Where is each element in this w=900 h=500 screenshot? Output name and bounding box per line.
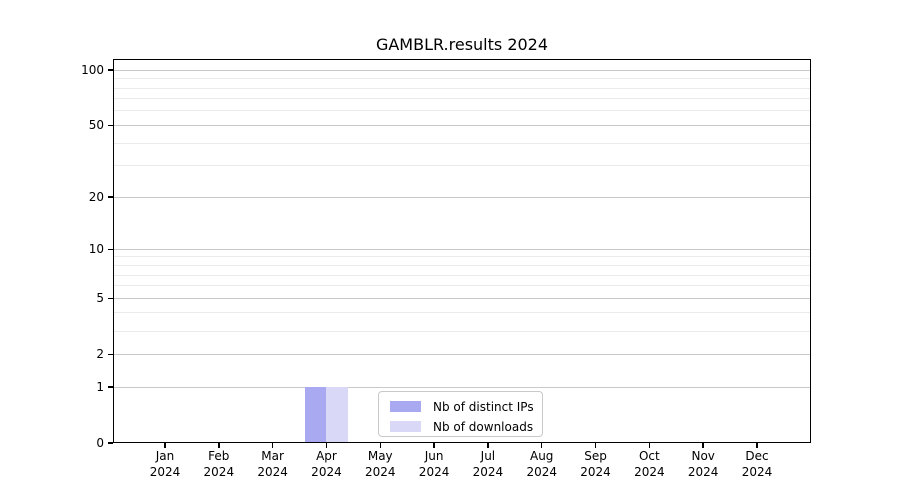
x-tick-label: Mar 2024	[257, 449, 288, 479]
x-tick-mark	[756, 443, 758, 448]
y-gridline-minor	[113, 285, 811, 287]
y-gridline-minor	[113, 78, 811, 80]
y-gridline-minor	[113, 274, 811, 276]
x-tick-mark	[540, 443, 543, 448]
bar-distinct-ips	[304, 387, 327, 443]
y-gridline-minor	[113, 87, 811, 89]
y-gridline-major	[113, 353, 811, 355]
y-gridline-minor	[113, 265, 811, 266]
y-tick-label: 0	[96, 436, 104, 450]
legend-item-distinct-ips: Nb of distinct IPs	[390, 398, 542, 415]
x-tick-label: Sep 2024	[580, 449, 611, 479]
y-tick-mark	[108, 196, 113, 198]
y-tick-label: 5	[96, 291, 104, 306]
x-tick-mark	[594, 443, 597, 448]
legend: Nb of distinct IPs Nb of downloads	[378, 391, 543, 437]
y-tick-mark	[108, 248, 113, 251]
y-tick-mark	[108, 297, 113, 299]
x-tick-label: Oct 2024	[634, 449, 665, 479]
y-tick-mark	[108, 353, 113, 355]
y-tick-mark	[108, 69, 113, 71]
x-tick-label: Dec 2024	[741, 449, 773, 479]
x-tick-mark	[487, 443, 489, 448]
x-tick-mark	[271, 443, 274, 448]
legend-item-downloads: Nb of downloads	[390, 418, 542, 435]
legend-label-distinct-ips: Nb of distinct IPs	[433, 399, 534, 414]
legend-label-downloads: Nb of downloads	[433, 419, 534, 434]
y-tick-mark	[108, 386, 113, 388]
y-tick-mark	[108, 124, 113, 127]
y-gridline-minor	[113, 256, 811, 258]
x-tick-label: Feb 2024	[203, 449, 235, 479]
y-gridline-major	[113, 248, 811, 250]
x-tick-mark	[702, 443, 704, 448]
x-tick-label: Jan 2024	[149, 449, 181, 479]
y-gridline-minor	[113, 165, 811, 167]
bar-downloads	[326, 387, 348, 443]
legend-swatch-downloads	[390, 421, 421, 432]
x-tick-mark	[164, 443, 166, 448]
x-tick-mark	[648, 443, 651, 448]
x-tick-label: Aug 2024	[526, 449, 557, 479]
plot-area	[113, 59, 811, 443]
y-tick-label: 1	[96, 380, 104, 394]
y-gridline-major	[113, 69, 811, 71]
y-tick-label: 20	[88, 190, 104, 205]
x-tick-label: May 2024	[364, 449, 396, 479]
y-gridline-major	[113, 386, 811, 388]
y-tick-label: 50	[88, 118, 104, 133]
x-tick-label: Apr 2024	[311, 449, 342, 479]
x-tick-label: Jun 2024	[418, 449, 450, 479]
y-gridline-minor	[113, 330, 811, 332]
x-tick-label: Nov 2024	[687, 449, 719, 479]
y-gridline-major	[113, 297, 811, 299]
y-tick-label: 10	[88, 242, 104, 257]
x-tick-mark	[379, 443, 382, 448]
x-tick-mark	[218, 443, 220, 448]
x-tick-mark	[433, 443, 435, 448]
y-tick-mark	[108, 442, 113, 444]
y-gridline-major	[113, 124, 811, 126]
y-gridline-minor	[113, 312, 811, 314]
y-gridline-major	[113, 196, 811, 198]
chart-title: GAMBLR.results 2024	[375, 35, 549, 54]
y-tick-label: 100	[81, 63, 104, 78]
x-tick-mark	[325, 443, 328, 448]
y-gridline-minor	[113, 110, 811, 112]
y-tick-label: 2	[96, 347, 104, 362]
y-gridline-minor	[113, 142, 811, 144]
y-gridline-minor	[113, 98, 811, 100]
x-tick-label: Jul 2024	[472, 449, 504, 479]
legend-swatch-distinct-ips	[390, 401, 421, 412]
